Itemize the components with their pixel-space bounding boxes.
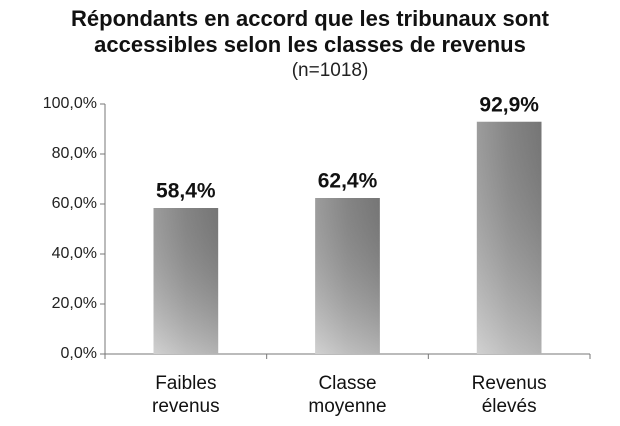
y-tick-label: 20,0% xyxy=(52,295,97,312)
x-tick-label: Faibles revenus xyxy=(152,373,220,417)
value-label: 58,4% xyxy=(156,180,216,203)
value-label: 92,9% xyxy=(479,93,539,116)
y-tick-label: 60,0% xyxy=(52,195,97,212)
x-tick-label: Classe moyenne xyxy=(308,373,387,417)
y-tick-label: 80,0% xyxy=(52,145,97,162)
x-tick-label: Revenus élevés xyxy=(471,373,547,417)
y-tick-label: 40,0% xyxy=(52,245,97,262)
y-tick-label: 100,0% xyxy=(43,95,97,112)
bar-shade xyxy=(315,198,380,354)
bar-shade xyxy=(476,121,542,354)
y-tick-label: 0,0% xyxy=(61,345,97,362)
value-label: 62,4% xyxy=(318,170,378,193)
chart-subtitle: (n=1018) xyxy=(291,60,369,81)
chart-title: Répondants en accord que les tribunaux s… xyxy=(71,6,549,57)
bar-shade xyxy=(153,208,219,354)
